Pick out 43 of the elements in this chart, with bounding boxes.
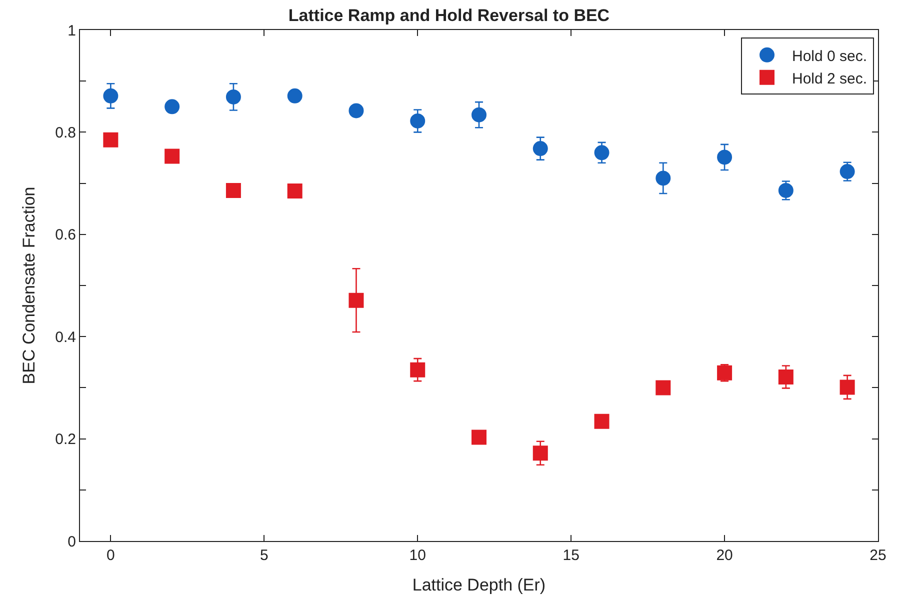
point <box>226 89 241 104</box>
point <box>656 170 671 186</box>
x-tick-label: 0 <box>106 547 115 564</box>
point <box>594 145 610 160</box>
y-tick-label: 0 <box>68 533 76 550</box>
y-tick-label: 0.6 <box>55 226 76 244</box>
point <box>840 164 855 180</box>
point <box>164 148 180 164</box>
point <box>532 446 548 461</box>
x-tick-label: 15 <box>562 547 580 564</box>
x-tick-label: 20 <box>716 547 733 564</box>
y-tick-label: 0.8 <box>55 124 76 142</box>
point <box>778 369 794 384</box>
point <box>717 150 732 165</box>
y-tick-label: 0.2 <box>55 431 76 448</box>
point <box>840 380 855 395</box>
point <box>410 362 426 378</box>
x-tick-label: 5 <box>260 547 268 564</box>
x-tick-label: 25 <box>870 547 886 564</box>
point <box>164 99 180 114</box>
point <box>717 365 732 380</box>
x-axis-title: Lattice Depth (Er) <box>412 575 546 594</box>
point <box>348 103 364 118</box>
point <box>472 107 486 122</box>
point <box>226 182 241 198</box>
chart-title: Lattice Ramp and Hold Reversal to BEC <box>288 6 610 25</box>
point <box>103 88 118 104</box>
point <box>348 292 364 308</box>
point <box>287 183 302 198</box>
y-tick-label: 1 <box>68 22 76 40</box>
point <box>103 132 118 148</box>
y-tick-label: 0.4 <box>55 328 76 346</box>
point <box>656 380 671 396</box>
point <box>778 182 794 198</box>
point <box>472 430 486 445</box>
point <box>287 88 302 104</box>
y-axis-title: BEC Condensate Fraction <box>20 186 39 384</box>
point <box>532 141 548 156</box>
x-tick-label: 10 <box>409 547 426 564</box>
legend-label: Hold 2 sec. <box>792 70 868 88</box>
point <box>594 414 610 429</box>
legend-label: Hold 0 sec. <box>792 48 868 65</box>
point <box>410 113 426 128</box>
